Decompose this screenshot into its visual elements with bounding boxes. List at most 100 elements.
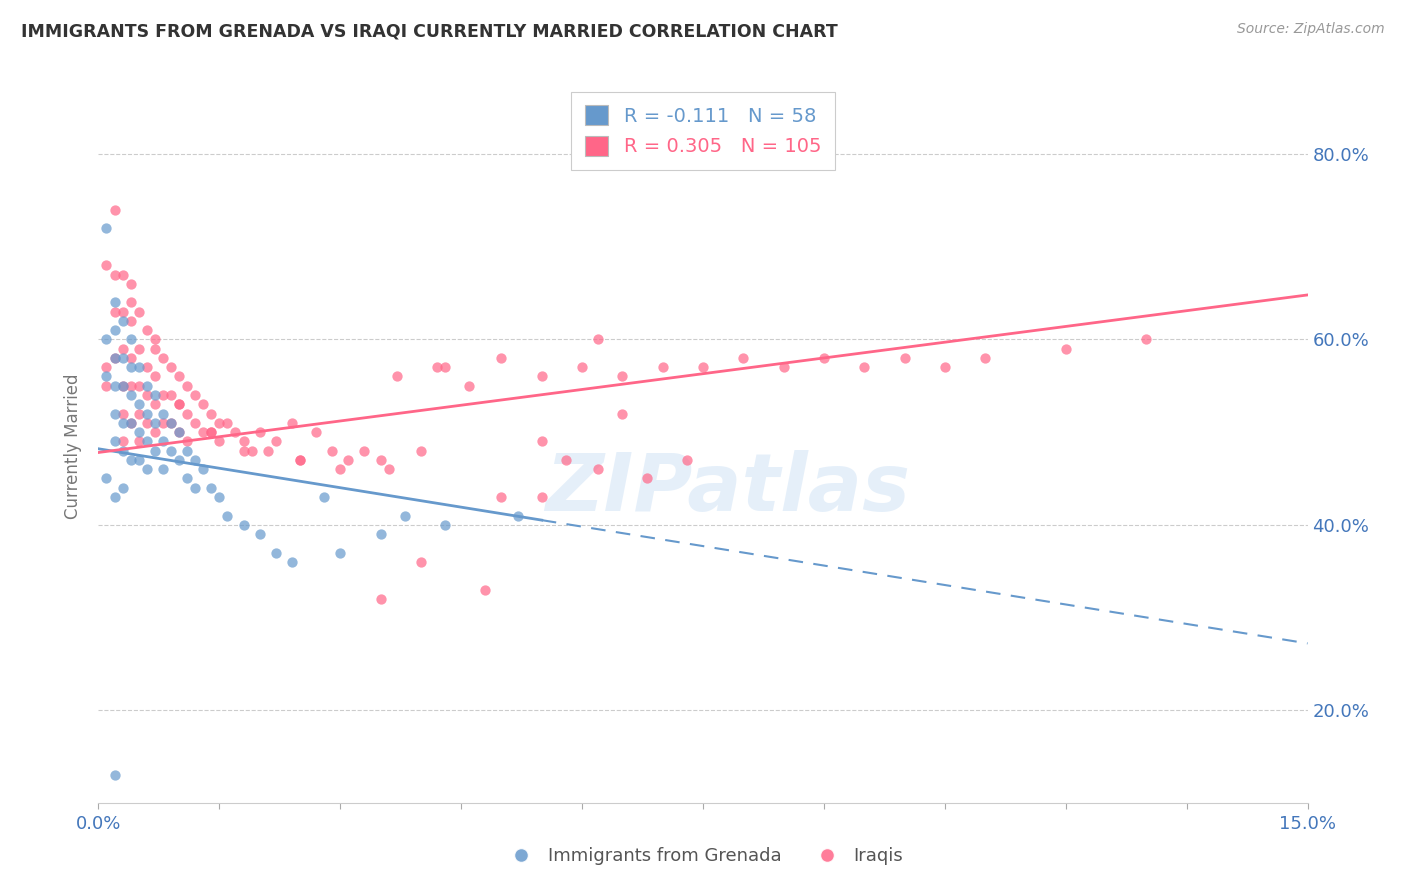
Point <box>160 388 183 402</box>
Point <box>184 388 207 402</box>
Point <box>184 453 207 467</box>
Point <box>530 434 553 449</box>
Point <box>676 453 699 467</box>
Point <box>128 342 150 356</box>
Point <box>103 304 125 318</box>
Point <box>96 360 118 375</box>
Point <box>96 378 118 392</box>
Point <box>103 378 125 392</box>
Point <box>128 304 150 318</box>
Point <box>458 378 481 392</box>
Point <box>103 490 125 504</box>
Point <box>103 768 125 782</box>
Y-axis label: Currently Married: Currently Married <box>65 373 83 519</box>
Point <box>120 388 142 402</box>
Point <box>167 425 190 439</box>
Point <box>651 360 673 375</box>
Point <box>135 407 157 421</box>
Point <box>111 342 134 356</box>
Point <box>586 333 609 347</box>
Point <box>426 360 449 375</box>
Point <box>305 425 328 439</box>
Point <box>143 369 166 384</box>
Point <box>281 416 304 430</box>
Point <box>143 397 166 411</box>
Point <box>193 397 215 411</box>
Point <box>217 416 239 430</box>
Point <box>193 462 215 476</box>
Point <box>103 323 125 337</box>
Point <box>208 434 231 449</box>
Point <box>160 360 183 375</box>
Point <box>152 388 174 402</box>
Point <box>96 258 118 272</box>
Point <box>176 471 198 485</box>
Point <box>135 434 157 449</box>
Point <box>264 545 287 559</box>
Point <box>385 369 408 384</box>
Point <box>167 369 190 384</box>
Point <box>636 471 658 485</box>
Point <box>111 407 134 421</box>
Point <box>176 434 198 449</box>
Point <box>111 416 134 430</box>
Point <box>143 388 166 402</box>
Point <box>128 453 150 467</box>
Point <box>184 481 207 495</box>
Point <box>612 407 634 421</box>
Point <box>491 351 513 365</box>
Point <box>96 221 118 235</box>
Point <box>612 369 634 384</box>
Point <box>111 268 134 282</box>
Point <box>733 351 755 365</box>
Point <box>103 351 125 365</box>
Point <box>571 360 593 375</box>
Point <box>120 378 142 392</box>
Point <box>555 453 578 467</box>
Point <box>160 443 183 458</box>
Point <box>692 360 714 375</box>
Point <box>176 407 198 421</box>
Point <box>224 425 246 439</box>
Point <box>208 490 231 504</box>
Point <box>128 425 150 439</box>
Point <box>143 425 166 439</box>
Point <box>167 397 190 411</box>
Point <box>434 360 457 375</box>
Point <box>152 407 174 421</box>
Point <box>200 425 222 439</box>
Point <box>120 314 142 328</box>
Point <box>143 443 166 458</box>
Point <box>232 434 254 449</box>
Point <box>394 508 416 523</box>
Point <box>200 481 222 495</box>
Point <box>111 481 134 495</box>
Point <box>240 443 263 458</box>
Point <box>143 342 166 356</box>
Point <box>176 443 198 458</box>
Point <box>103 351 125 365</box>
Point <box>135 323 157 337</box>
Point <box>586 462 609 476</box>
Point <box>200 407 222 421</box>
Point <box>249 425 271 439</box>
Point <box>167 425 190 439</box>
Point <box>321 443 343 458</box>
Point <box>128 407 150 421</box>
Point <box>474 582 496 597</box>
Point <box>434 517 457 532</box>
Point <box>353 443 375 458</box>
Point <box>232 443 254 458</box>
Point <box>120 453 142 467</box>
Point <box>96 369 118 384</box>
Point <box>135 360 157 375</box>
Point <box>934 360 956 375</box>
Point <box>184 416 207 430</box>
Point <box>288 453 311 467</box>
Point <box>111 378 134 392</box>
Point <box>337 453 360 467</box>
Point <box>232 517 254 532</box>
Text: IMMIGRANTS FROM GRENADA VS IRAQI CURRENTLY MARRIED CORRELATION CHART: IMMIGRANTS FROM GRENADA VS IRAQI CURRENT… <box>21 22 838 40</box>
Point <box>370 453 392 467</box>
Point <box>143 416 166 430</box>
